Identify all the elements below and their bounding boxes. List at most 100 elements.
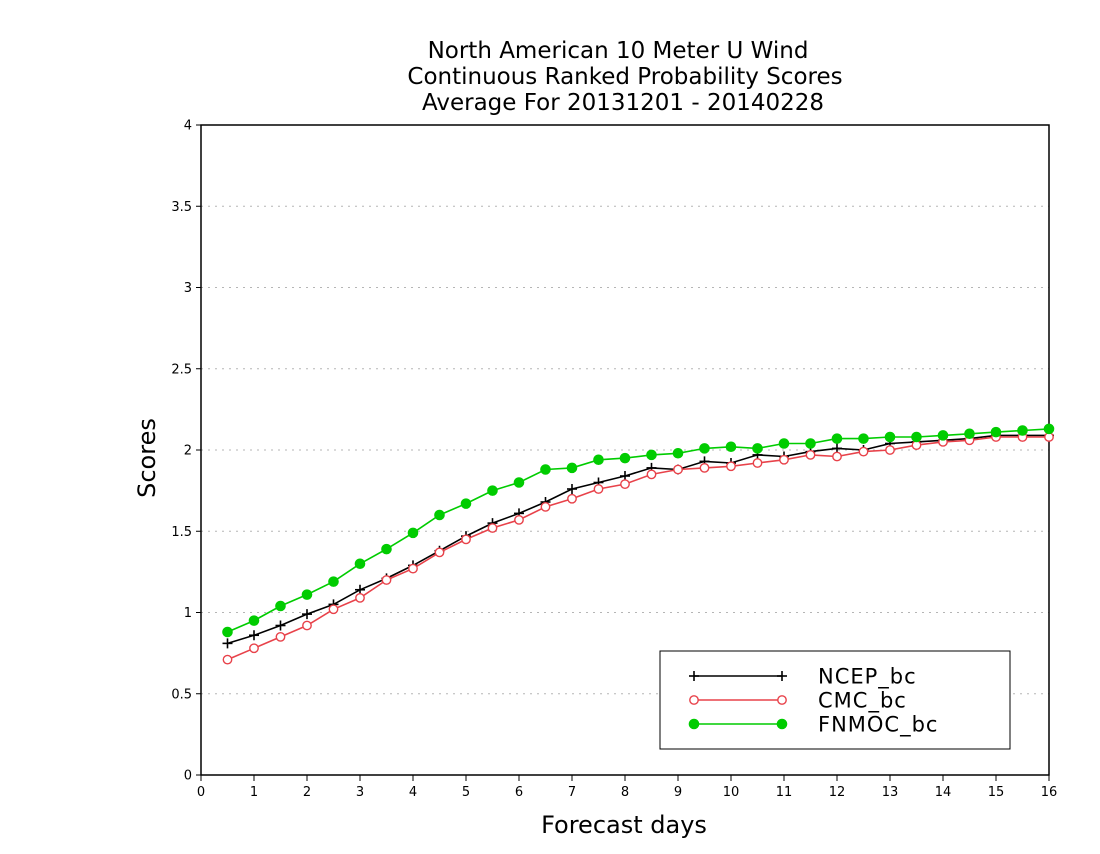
y-axis-label: Scores <box>133 418 161 498</box>
data-point-fnmoc-bc-0 <box>222 626 233 638</box>
data-point-fnmoc-bc-7 <box>407 527 419 539</box>
legend-marker-start-ncep-bc <box>689 671 699 681</box>
x-tick-label-14: 14 <box>935 785 952 800</box>
data-point-fnmoc-bc-14 <box>593 454 604 466</box>
data-point-cmc-bc-11 <box>514 514 524 525</box>
data-point-fnmoc-bc-27 <box>937 430 949 441</box>
data-point-cmc-bc-17 <box>673 464 683 475</box>
legend-item-fnmoc-bc: FNMOC_bc <box>688 713 938 738</box>
data-point-cmc-bc-1 <box>249 643 259 654</box>
x-axis-label: Forecast days <box>541 811 707 839</box>
series-ncep-bc <box>222 430 1054 649</box>
data-point-fnmoc-bc-6 <box>381 543 392 555</box>
x-tick-label-7: 7 <box>568 785 576 800</box>
data-point-fnmoc-bc-20 <box>752 443 763 454</box>
y-tick-label-2: 1 <box>184 606 192 621</box>
data-point-fnmoc-bc-22 <box>805 438 816 449</box>
data-point-fnmoc-bc-10 <box>487 485 498 496</box>
x-tick-label-16: 16 <box>1041 785 1058 800</box>
data-point-fnmoc-bc-25 <box>884 431 896 443</box>
legend-label-cmc-bc: CMC_bc <box>818 689 907 714</box>
data-point-fnmoc-bc-12 <box>540 464 551 475</box>
y-tick-label-4: 2 <box>184 444 192 459</box>
y-tick-label-6: 3 <box>184 281 192 296</box>
data-point-fnmoc-bc-23 <box>831 433 843 444</box>
data-point-fnmoc-bc-30 <box>1017 425 1028 436</box>
data-point-cmc-bc-22 <box>805 449 816 460</box>
y-tick-label-3: 1.5 <box>171 525 192 540</box>
x-tick-label-2: 2 <box>303 785 311 800</box>
x-tick-label-3: 3 <box>356 785 364 800</box>
data-point-cmc-bc-24 <box>858 446 869 457</box>
data-point-cmc-bc-23 <box>832 451 842 462</box>
data-point-ncep-bc-0 <box>222 638 233 649</box>
y-tick-label-8: 4 <box>184 119 192 134</box>
data-point-fnmoc-bc-2 <box>275 600 286 612</box>
data-point-fnmoc-bc-8 <box>434 509 445 521</box>
x-tick-label-13: 13 <box>882 785 899 800</box>
data-point-fnmoc-bc-13 <box>566 462 578 474</box>
data-point-cmc-bc-5 <box>355 592 365 603</box>
data-point-fnmoc-bc-9 <box>460 498 472 509</box>
data-point-cmc-bc-0 <box>222 654 233 665</box>
data-point-cmc-bc-8 <box>434 547 445 558</box>
legend-item-cmc-bc: CMC_bc <box>689 689 907 714</box>
data-point-cmc-bc-9 <box>461 534 471 545</box>
data-point-fnmoc-bc-17 <box>672 447 684 459</box>
data-point-cmc-bc-15 <box>620 479 630 490</box>
data-point-fnmoc-bc-31 <box>1043 423 1055 435</box>
data-point-cmc-bc-7 <box>408 563 418 574</box>
data-point-ncep-bc-3 <box>302 609 312 620</box>
data-point-cmc-bc-6 <box>381 575 392 585</box>
legend-marker-end-cmc-bc <box>777 695 787 705</box>
grid-lines <box>201 205 1049 695</box>
x-tick-label-1: 1 <box>250 785 258 800</box>
chart-title-line-2: Continuous Ranked Probability Scores <box>407 64 842 90</box>
legend-label-ncep-bc: NCEP_bc <box>818 665 917 690</box>
data-point-fnmoc-bc-4 <box>328 576 339 587</box>
data-point-cmc-bc-14 <box>593 484 604 494</box>
x-tick-label-4: 4 <box>409 785 417 800</box>
data-point-cmc-bc-20 <box>752 458 763 468</box>
data-point-fnmoc-bc-21 <box>778 438 790 449</box>
legend-marker-end-ncep-bc <box>777 671 787 681</box>
data-point-cmc-bc-19 <box>726 461 736 472</box>
x-tick-label-5: 5 <box>462 785 470 800</box>
series-layer <box>222 423 1055 665</box>
data-point-ncep-bc-13 <box>567 484 577 494</box>
data-point-ncep-bc-1 <box>249 630 259 641</box>
y-tick-label-7: 3.5 <box>171 200 192 215</box>
x-tick-label-15: 15 <box>988 785 1005 800</box>
data-point-cmc-bc-12 <box>540 501 551 512</box>
x-tick-label-9: 9 <box>674 785 682 800</box>
series-cmc-bc <box>222 432 1054 665</box>
x-tick-label-11: 11 <box>776 785 793 800</box>
data-point-fnmoc-bc-28 <box>964 428 975 440</box>
legend-marker-start-fnmoc-bc <box>688 718 700 730</box>
data-point-fnmoc-bc-24 <box>858 433 869 444</box>
data-point-cmc-bc-2 <box>275 631 286 642</box>
data-point-fnmoc-bc-29 <box>990 426 1002 438</box>
series-line-ncep-bc <box>227 434 1049 645</box>
data-point-fnmoc-bc-18 <box>699 443 710 454</box>
data-point-fnmoc-bc-11 <box>513 477 525 488</box>
data-point-cmc-bc-21 <box>779 454 789 465</box>
series-line-cmc-bc <box>227 436 1049 661</box>
x-tick-label-8: 8 <box>621 785 629 800</box>
legend-marker-start-cmc-bc <box>689 695 699 705</box>
data-point-ncep-bc-2 <box>275 620 286 631</box>
data-point-fnmoc-bc-16 <box>646 449 657 461</box>
data-point-cmc-bc-4 <box>328 604 339 615</box>
data-point-cmc-bc-3 <box>302 620 312 631</box>
legend-marker-end-fnmoc-bc <box>776 718 788 730</box>
data-point-fnmoc-bc-5 <box>354 558 366 570</box>
data-point-cmc-bc-10 <box>487 523 498 533</box>
data-point-cmc-bc-13 <box>567 493 577 504</box>
data-point-fnmoc-bc-26 <box>911 431 922 443</box>
legend-label-fnmoc-bc: FNMOC_bc <box>818 713 938 738</box>
data-point-fnmoc-bc-3 <box>301 589 313 600</box>
y-tick-label-5: 2.5 <box>171 362 192 377</box>
